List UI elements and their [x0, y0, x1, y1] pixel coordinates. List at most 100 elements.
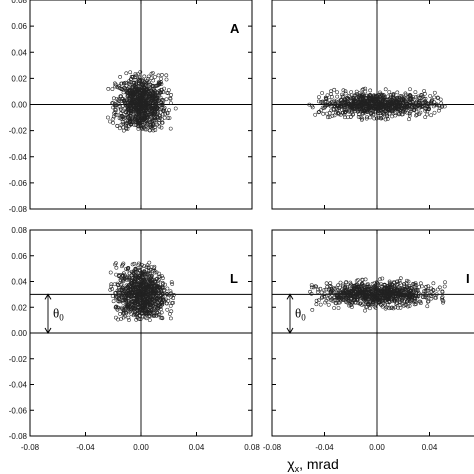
data-point — [130, 281, 134, 285]
data-point — [429, 286, 434, 291]
data-point — [138, 281, 143, 286]
data-point — [379, 100, 384, 104]
data-point — [155, 99, 159, 104]
data-point — [388, 296, 393, 301]
data-point — [149, 76, 154, 81]
data-point — [429, 113, 433, 118]
data-point — [135, 91, 140, 95]
data-point — [132, 123, 137, 127]
data-point — [404, 286, 409, 290]
data-point — [316, 298, 321, 303]
data-point — [373, 283, 378, 288]
data-point — [111, 114, 116, 119]
data-point — [432, 110, 437, 115]
data-point — [360, 289, 365, 294]
data-point — [146, 113, 151, 117]
data-point — [370, 296, 374, 300]
data-point — [119, 282, 124, 287]
data-point — [349, 98, 353, 103]
data-point — [155, 277, 160, 281]
data-point — [118, 126, 122, 131]
data-point — [392, 280, 396, 284]
data-point — [153, 308, 158, 313]
data-point — [382, 112, 386, 117]
data-point — [124, 110, 129, 114]
data-point — [405, 102, 410, 106]
data-point — [108, 270, 113, 275]
data-point — [150, 278, 154, 283]
data-point — [429, 99, 434, 103]
data-point — [341, 291, 346, 296]
data-point — [387, 103, 391, 108]
data-point — [402, 292, 406, 297]
data-point — [153, 95, 157, 100]
data-point — [123, 313, 127, 318]
data-point — [434, 292, 439, 297]
data-point — [137, 79, 142, 84]
data-point — [393, 284, 397, 289]
data-point — [160, 280, 165, 285]
data-point — [355, 288, 359, 292]
data-point — [132, 97, 137, 102]
data-point — [426, 106, 431, 111]
data-point — [149, 88, 154, 93]
data-point — [346, 102, 350, 107]
data-point — [142, 286, 147, 291]
data-point — [134, 80, 139, 85]
data-point — [318, 286, 323, 291]
data-point — [133, 269, 138, 274]
data-point — [380, 115, 385, 120]
y-tick-label: -0.06 — [9, 406, 28, 415]
data-point — [393, 305, 398, 310]
data-point — [135, 294, 140, 299]
data-point — [144, 127, 149, 132]
data-point — [118, 75, 122, 79]
data-point — [318, 302, 323, 307]
data-point — [320, 91, 324, 95]
data-point — [317, 99, 321, 104]
data-point — [329, 287, 334, 292]
data-point — [360, 116, 365, 121]
data-point — [343, 91, 348, 96]
data-point — [124, 122, 128, 126]
data-point — [343, 110, 347, 115]
data-point — [398, 276, 403, 281]
data-point — [428, 94, 433, 98]
data-point — [420, 105, 424, 109]
data-point — [360, 281, 364, 286]
data-point — [396, 305, 400, 310]
data-point — [322, 295, 327, 299]
data-point — [157, 271, 161, 276]
data-point — [344, 300, 348, 304]
data-point — [393, 104, 398, 109]
x-tick-label: -0.08 — [263, 443, 282, 452]
data-point — [413, 285, 417, 289]
data-point — [152, 313, 157, 318]
data-point — [368, 96, 372, 101]
data-point — [360, 287, 365, 292]
data-point — [358, 101, 362, 105]
data-point — [121, 125, 126, 130]
data-point — [127, 318, 131, 322]
data-point — [409, 293, 414, 298]
data-point — [163, 112, 167, 116]
data-point — [412, 108, 417, 112]
data-point — [375, 102, 380, 107]
data-point — [140, 277, 145, 282]
data-point — [123, 273, 127, 278]
data-point — [136, 111, 141, 115]
data-point — [156, 300, 160, 305]
data-point — [340, 95, 345, 99]
x-tick-label: -0.04 — [315, 443, 334, 452]
data-point — [349, 104, 354, 109]
data-point — [353, 300, 358, 305]
data-point — [366, 297, 371, 301]
data-point — [372, 281, 377, 286]
data-point — [407, 285, 412, 290]
data-point — [120, 305, 124, 310]
data-point — [377, 295, 382, 299]
data-point — [140, 299, 144, 304]
data-point — [108, 288, 113, 292]
data-point — [408, 300, 413, 305]
